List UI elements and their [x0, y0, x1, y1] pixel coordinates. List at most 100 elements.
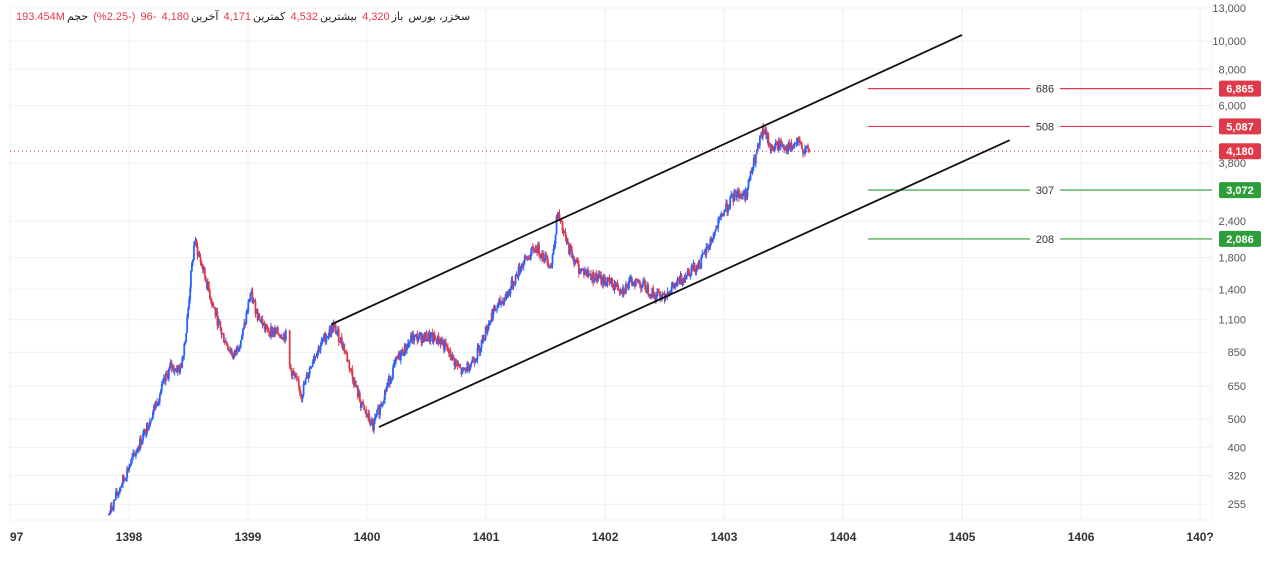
x-tick-label: 1402	[592, 530, 619, 544]
candle-body	[533, 251, 536, 253]
candle-body	[528, 258, 531, 260]
candle-body	[715, 226, 718, 231]
candle-body	[132, 452, 135, 457]
candle-body	[237, 348, 240, 351]
candle-body	[700, 256, 703, 269]
candle-body	[193, 245, 195, 260]
candle-body	[705, 247, 708, 255]
candle-body	[415, 334, 418, 336]
candle-body	[232, 355, 235, 359]
candle-body	[284, 330, 287, 340]
candle-body	[380, 404, 382, 407]
channel-line-lower	[378, 139, 1011, 428]
candle-body	[623, 287, 625, 293]
candle-body	[462, 368, 465, 370]
candle-body	[278, 334, 281, 338]
candle-body	[143, 429, 145, 434]
open-value: 4,320	[362, 11, 390, 23]
candle-body	[430, 332, 433, 335]
candle-body	[551, 254, 554, 266]
candle-body	[657, 291, 659, 293]
candle-body	[502, 300, 505, 305]
candle-body	[277, 333, 280, 335]
candle-body	[179, 365, 182, 374]
candle-body	[177, 366, 180, 369]
candle-body	[686, 270, 689, 276]
candle-body	[611, 279, 614, 287]
candle-body	[221, 333, 224, 335]
level-label-bg	[1030, 231, 1060, 246]
candle-body	[383, 399, 386, 403]
open-label: باز	[391, 11, 404, 23]
candle-body	[482, 335, 485, 341]
candle-body	[716, 226, 719, 229]
candle-body	[726, 203, 728, 213]
candle-body	[708, 246, 711, 248]
candle-body	[428, 333, 431, 342]
candle-body	[414, 334, 417, 336]
candle-body	[607, 277, 610, 279]
candle-body	[222, 333, 225, 343]
candle-body	[432, 333, 435, 342]
candle-body	[249, 293, 252, 295]
candle-body	[453, 358, 456, 366]
candle-body	[408, 343, 410, 345]
candle-body	[480, 339, 483, 348]
candle-body	[446, 346, 449, 352]
candle-body	[696, 265, 699, 268]
candle-body	[764, 129, 767, 134]
candle-body	[796, 138, 799, 146]
candle-body	[289, 364, 292, 369]
level-label-bg	[1030, 119, 1060, 134]
candle-body	[637, 281, 640, 283]
candle-body	[789, 143, 792, 150]
candle-body	[539, 254, 541, 258]
candle-body	[720, 213, 723, 217]
candle-body	[497, 302, 499, 309]
candle-body	[767, 134, 770, 146]
candle-body	[162, 378, 165, 382]
candle-body	[119, 487, 121, 493]
candle-body	[213, 306, 216, 309]
candle-body	[312, 359, 315, 362]
candle-body	[620, 291, 623, 294]
candle-body	[563, 232, 566, 234]
level-label: 307	[1036, 185, 1054, 197]
candle-body	[682, 278, 685, 283]
candle-body	[721, 213, 724, 216]
candle-body	[475, 358, 478, 361]
candle-body	[329, 328, 332, 335]
candle-body	[166, 374, 169, 379]
candle-body	[537, 244, 539, 253]
candle-body	[150, 420, 152, 422]
candle-body	[505, 292, 508, 300]
candle-body	[522, 261, 525, 267]
candle-body	[618, 289, 621, 293]
candle-body	[291, 371, 294, 377]
candle-body	[445, 346, 448, 348]
candle-body	[202, 267, 205, 270]
candle-body	[560, 219, 563, 222]
candle-body	[396, 357, 399, 359]
candle-body	[513, 282, 516, 285]
candle-body	[120, 486, 122, 488]
candle-body	[362, 401, 365, 405]
candle-body	[723, 211, 725, 216]
candle-body	[345, 351, 348, 354]
candle-body	[543, 259, 546, 261]
candle-body	[687, 270, 690, 273]
candle-body	[327, 335, 330, 337]
candle-body	[529, 252, 532, 259]
candle-body	[766, 134, 769, 139]
candle-body	[107, 514, 110, 516]
candle-body	[495, 309, 497, 311]
candle-body	[331, 326, 334, 332]
candle-body	[407, 343, 409, 349]
candle-body	[787, 143, 790, 153]
candle-body	[374, 417, 376, 421]
candle-body	[595, 272, 598, 279]
candle-body	[195, 239, 198, 246]
candle-body	[754, 154, 757, 164]
candle-body	[512, 282, 515, 288]
